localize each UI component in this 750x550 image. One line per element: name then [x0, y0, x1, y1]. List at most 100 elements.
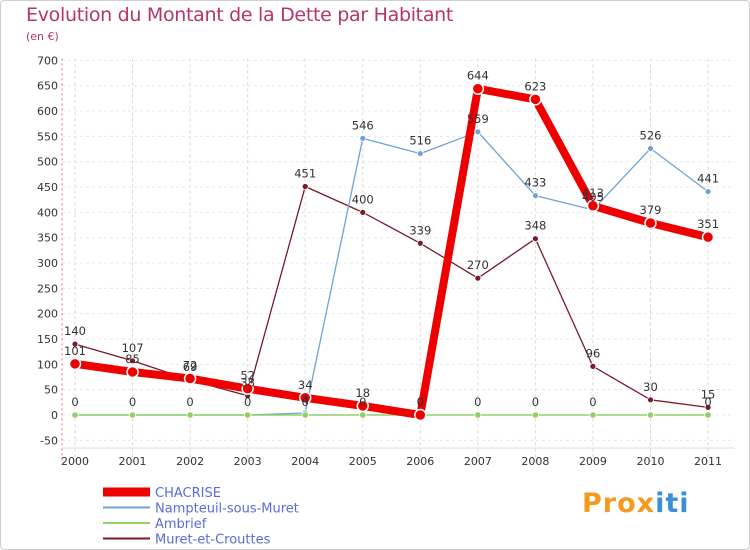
- data-label: 0: [589, 395, 596, 409]
- data-point: [474, 128, 482, 136]
- data-label: 4: [302, 393, 309, 407]
- x-tick-label: 2005: [349, 455, 377, 468]
- axis-layer: -500501001502002503003504004505005506006…: [37, 54, 735, 468]
- data-label: 559: [467, 112, 489, 126]
- data-point: [244, 411, 252, 419]
- x-tick-label: 2009: [579, 455, 607, 468]
- data-label: 0: [417, 395, 424, 409]
- x-tick-label: 2000: [61, 455, 89, 468]
- data-point: [128, 411, 137, 419]
- data-label: 623: [524, 79, 546, 93]
- y-tick-label: 250: [37, 282, 58, 295]
- data-point: [359, 134, 367, 142]
- data-point: [532, 192, 539, 200]
- data-label: 0: [186, 395, 193, 409]
- data-point: [68, 357, 82, 371]
- data-point: [647, 396, 654, 404]
- data-label: 339: [409, 223, 431, 237]
- x-tick-label: 2002: [176, 455, 204, 468]
- data-point: [529, 93, 542, 106]
- data-label: 400: [352, 192, 374, 206]
- data-label: 0: [302, 395, 309, 409]
- legend-label: Nampteuil-sous-Muret: [155, 502, 299, 517]
- y-tick-label: 100: [37, 358, 58, 371]
- data-point: [129, 357, 136, 365]
- data-label-layer: 140 107 69 38 451 400 339 270 348 96 30 15 4 546 516 55…: [64, 69, 719, 409]
- data-label: 38: [240, 376, 255, 390]
- data-label: 441: [697, 172, 719, 186]
- data-point: [646, 411, 655, 419]
- data-point: [356, 399, 369, 413]
- proxiti-logo[interactable]: Proxiti: [582, 488, 690, 519]
- data-label: 0: [417, 395, 424, 409]
- data-point: [474, 411, 482, 419]
- data-label: 348: [524, 219, 546, 233]
- data-label: 351: [697, 217, 719, 231]
- data-label: 96: [586, 346, 601, 360]
- x-tick-label: 2008: [521, 455, 549, 468]
- legend-label: Ambrief: [155, 517, 207, 532]
- data-point: [589, 362, 597, 370]
- y-tick-label: 150: [37, 333, 58, 346]
- data-label: 0: [532, 395, 539, 409]
- y-tick-label: 550: [37, 130, 58, 143]
- y-tick-label: 500: [37, 156, 58, 169]
- data-label: 72: [183, 359, 198, 373]
- data-point: [414, 408, 427, 422]
- data-label: 0: [704, 395, 711, 409]
- data-label: 644: [467, 69, 489, 83]
- x-tick-label: 2004: [291, 455, 319, 468]
- y-tick-label: 600: [37, 105, 58, 118]
- data-point: [71, 340, 79, 348]
- series-layer: [68, 82, 715, 422]
- x-tick-label: 2010: [637, 455, 665, 468]
- data-label: 140: [64, 324, 86, 338]
- data-point: [71, 411, 79, 419]
- grid-layer: [62, 58, 735, 463]
- data-point: [531, 411, 540, 419]
- data-point: [359, 411, 367, 419]
- y-tick-label: 350: [37, 232, 58, 245]
- logo-part-1: Prox: [582, 488, 656, 519]
- data-point: [359, 208, 367, 216]
- data-point: [298, 391, 312, 405]
- data-point: [701, 230, 715, 244]
- data-point: [301, 411, 309, 419]
- data-label: 18: [355, 386, 370, 400]
- data-point: [704, 404, 712, 411]
- data-label: 379: [640, 203, 662, 217]
- y-tick-label: 650: [37, 80, 58, 93]
- data-label: 107: [122, 341, 144, 355]
- data-label: 546: [352, 118, 374, 132]
- data-point: [586, 199, 600, 213]
- data-label: 0: [359, 395, 366, 409]
- data-point: [644, 216, 657, 230]
- data-label: 0: [129, 395, 136, 409]
- data-label: 0: [244, 395, 251, 409]
- data-point: [647, 145, 654, 152]
- data-label: 0: [71, 395, 78, 409]
- data-label: 101: [64, 344, 86, 358]
- data-point: [589, 411, 597, 419]
- data-label: 516: [409, 134, 431, 148]
- data-point: [474, 274, 482, 282]
- data-point: [241, 382, 254, 395]
- logo-part-2: iti: [655, 488, 690, 519]
- series-line-CHACRISE: [71, 84, 713, 419]
- data-label: 526: [640, 129, 662, 143]
- x-tick-label: 2007: [464, 455, 492, 468]
- data-label: 52: [240, 369, 255, 383]
- x-tick-label: 2006: [406, 455, 434, 468]
- data-label: 270: [467, 258, 489, 272]
- chart-subtitle: (en €): [26, 30, 59, 43]
- data-point: [301, 183, 309, 190]
- data-point: [471, 82, 485, 95]
- x-tick-label: 2003: [234, 455, 262, 468]
- data-point: [532, 235, 539, 243]
- data-point: [183, 372, 197, 385]
- legend-label: CHACRISE: [155, 486, 221, 501]
- y-tick-label: 450: [37, 181, 58, 194]
- y-tick-label: -50: [40, 434, 58, 447]
- chart-title: Evolution du Montant de la Dette par Hab…: [26, 4, 454, 26]
